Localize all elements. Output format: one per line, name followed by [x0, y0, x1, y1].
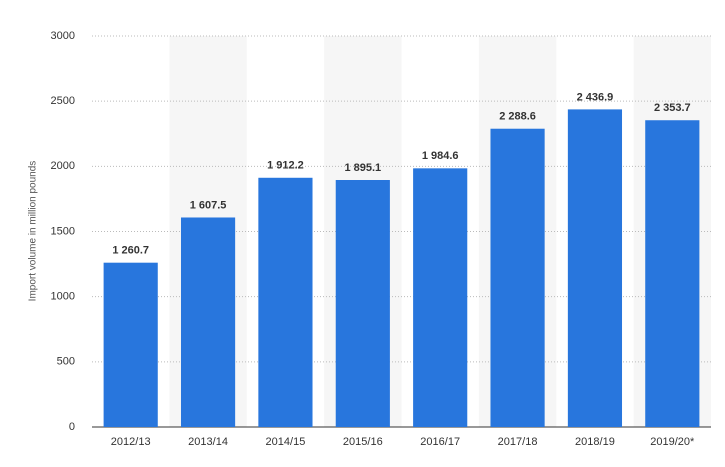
value-label: 1 895.1 — [344, 162, 381, 174]
bar — [335, 180, 390, 427]
value-label: 2 288.6 — [499, 111, 536, 123]
bar — [258, 177, 313, 427]
value-label: 1 260.7 — [112, 245, 149, 257]
x-tick-label: 2016/17 — [420, 436, 460, 448]
y-tick-label: 2500 — [51, 95, 75, 107]
y-tick-label: 3000 — [51, 30, 75, 42]
y-tick-label: 1000 — [51, 291, 75, 303]
value-label: 1 984.6 — [422, 150, 459, 162]
value-label: 1 607.5 — [190, 199, 227, 211]
bar — [567, 109, 623, 428]
x-tick-label: 2012/13 — [111, 436, 151, 448]
value-label: 2 436.9 — [577, 91, 614, 103]
x-tick-label: 2015/16 — [343, 436, 383, 448]
y-tick-label: 2000 — [51, 160, 75, 172]
bar — [413, 168, 468, 428]
bar — [645, 120, 700, 427]
bar — [180, 217, 236, 427]
bar — [103, 262, 158, 427]
x-tick-label: 2013/14 — [188, 436, 228, 448]
bar — [490, 128, 545, 428]
y-tick-label: 1500 — [51, 225, 75, 237]
value-label: 2 353.7 — [654, 102, 691, 114]
x-tick-label: 2018/19 — [575, 436, 615, 448]
x-tick-label: 2019/20* — [650, 436, 695, 448]
x-tick-label: 2014/15 — [266, 436, 306, 448]
value-label: 1 912.2 — [267, 160, 304, 172]
y-tick-label: 500 — [57, 356, 75, 368]
y-axis-label: Import volume in million pounds — [28, 161, 39, 302]
y-tick-label: 0 — [69, 421, 75, 433]
x-tick-label: 2017/18 — [498, 436, 538, 448]
